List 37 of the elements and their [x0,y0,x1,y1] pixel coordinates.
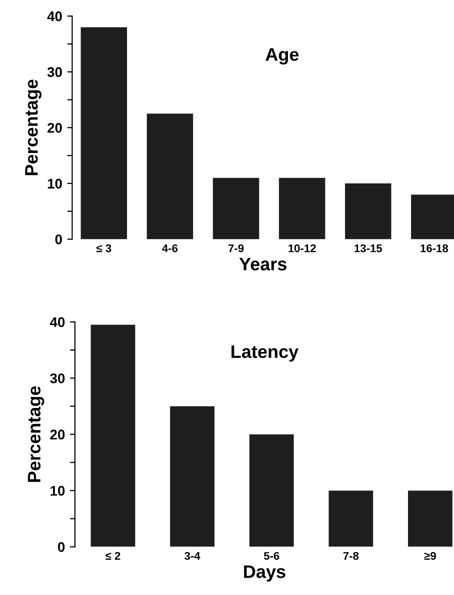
y-tick-label: 30 [50,373,65,384]
y-tick-label: 40 [50,317,65,328]
bar [328,490,374,547]
x-tick-label: 16-18 [420,244,448,252]
x-tick-label: 7-8 [343,552,359,560]
x-tick-label: ≤ 2 [106,552,120,560]
x-tick-label: 4-6 [162,244,178,252]
y-tick-label: 0 [58,542,65,552]
x-tick-label: 5-6 [264,552,280,560]
y-tick-label: 30 [47,67,62,78]
bar [249,434,294,547]
y-tick-label: 0 [55,234,62,244]
y-tick-label: 10 [50,486,65,496]
y-tick-label: 10 [48,178,62,189]
x-tick-label: 7-9 [228,244,244,252]
x-tick-label: ≥9 [424,552,436,560]
y-axis-title: Percentage [28,386,44,482]
bar [80,27,128,240]
bar [408,490,452,547]
bar [212,178,260,240]
bar [146,114,194,240]
x-tick-label: 10-12 [288,244,316,252]
x-tick-label: 3-4 [184,552,200,560]
y-tick-label: 40 [47,11,62,22]
bar [170,406,214,547]
x-tick-label: ≤ 3 [96,244,112,252]
bar [90,324,136,547]
text: Latency [232,345,298,362]
x-axis-title: Days [244,565,286,582]
text: Age [266,48,299,65]
y-tick-label: 20 [48,122,62,133]
y-axis-title: Percentage [25,80,42,176]
bar [278,178,326,240]
x-axis-title: Years [239,258,286,270]
bar [345,183,392,240]
y-tick-label: 20 [50,430,65,440]
x-tick-label: 13-15 [354,244,382,252]
